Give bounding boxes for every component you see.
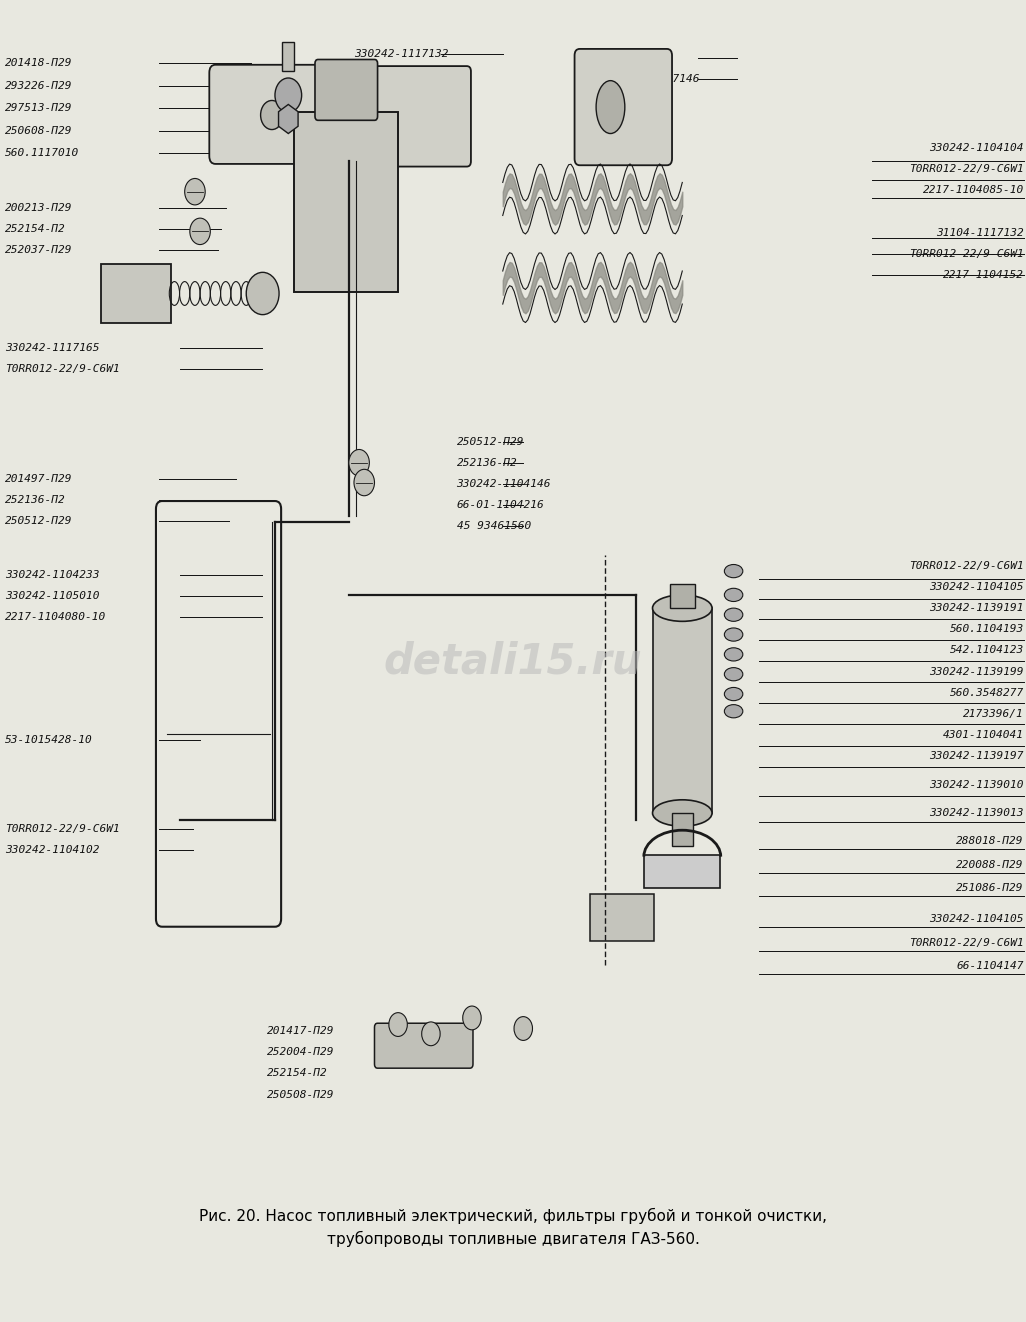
Ellipse shape (724, 705, 743, 718)
Text: 330242-1139010: 330242-1139010 (930, 780, 1024, 791)
Circle shape (514, 1017, 532, 1040)
Text: 66-1104147: 66-1104147 (956, 961, 1024, 972)
Text: трубопроводы топливные двигателя ГАЗ-560.: трубопроводы топливные двигателя ГАЗ-560… (326, 1231, 700, 1247)
Text: T0RR012-22/9-С6W1: T0RR012-22/9-С6W1 (909, 561, 1024, 571)
Text: T0RR012-22/9-С6W1: T0RR012-22/9-С6W1 (909, 937, 1024, 948)
Bar (670, 584, 695, 608)
Ellipse shape (724, 628, 743, 641)
Text: 560.1117010: 560.1117010 (5, 148, 79, 159)
FancyBboxPatch shape (360, 66, 471, 167)
Text: 330242-1104105: 330242-1104105 (930, 582, 1024, 592)
FancyBboxPatch shape (209, 65, 360, 164)
FancyBboxPatch shape (294, 112, 398, 292)
Text: 252004-П29: 252004-П29 (267, 1047, 334, 1058)
FancyBboxPatch shape (374, 1023, 473, 1068)
Text: 250508-П29: 250508-П29 (267, 1089, 334, 1100)
Ellipse shape (724, 687, 743, 701)
Text: 201417-П29: 201417-П29 (267, 1026, 334, 1036)
Text: 201497-П29: 201497-П29 (5, 473, 73, 484)
Text: 330242-1104105: 330242-1104105 (930, 914, 1024, 924)
Text: 45 93461560: 45 93461560 (457, 521, 530, 531)
Text: 250608-П29: 250608-П29 (5, 126, 73, 136)
Text: T0RR012-22/9-С6W1: T0RR012-22/9-С6W1 (5, 364, 120, 374)
Text: 288018-П29: 288018-П29 (956, 836, 1024, 846)
Text: 2217-1104085-10: 2217-1104085-10 (922, 185, 1024, 196)
Text: 330242-1104102: 330242-1104102 (5, 845, 100, 855)
Text: 252136-П2: 252136-П2 (457, 457, 517, 468)
Circle shape (354, 469, 374, 496)
Circle shape (422, 1022, 440, 1046)
Text: 542.1104123: 542.1104123 (950, 645, 1024, 656)
Text: 252154-П2: 252154-П2 (5, 223, 66, 234)
Ellipse shape (261, 100, 283, 130)
Text: 250512-П29: 250512-П29 (457, 436, 524, 447)
Text: 330242-1104233: 330242-1104233 (5, 570, 100, 580)
Ellipse shape (596, 81, 625, 134)
Text: Рис. 20. Насос топливный электрический, фильтры грубой и тонкой очистки,: Рис. 20. Насос топливный электрический, … (199, 1208, 827, 1224)
FancyBboxPatch shape (315, 59, 378, 120)
Circle shape (463, 1006, 481, 1030)
Circle shape (349, 449, 369, 476)
Bar (51, 66, 1005, 1137)
Circle shape (275, 78, 302, 112)
Text: 251086-П29: 251086-П29 (956, 883, 1024, 894)
Ellipse shape (724, 564, 743, 578)
Text: 293226-П29: 293226-П29 (5, 81, 73, 91)
Text: T0RR012-22/9-С6W1: T0RR012-22/9-С6W1 (909, 249, 1024, 259)
Text: detali15.ru: detali15.ru (384, 640, 642, 682)
FancyBboxPatch shape (101, 264, 171, 323)
Text: 252154-П2: 252154-П2 (267, 1068, 327, 1079)
Text: 330242-1139197: 330242-1139197 (930, 751, 1024, 761)
Circle shape (190, 218, 210, 245)
Bar (644, 855, 720, 888)
Ellipse shape (724, 648, 743, 661)
Text: 330242-1117146: 330242-1117146 (605, 74, 700, 85)
Text: 66-01-1104216: 66-01-1104216 (457, 500, 545, 510)
Circle shape (389, 1013, 407, 1036)
Text: 252037-П29: 252037-П29 (5, 245, 73, 255)
Text: 560.3548277: 560.3548277 (950, 687, 1024, 698)
Bar (653, 608, 712, 813)
Text: 330242-1139199: 330242-1139199 (930, 666, 1024, 677)
Text: T0RR012-22/9-С6W1: T0RR012-22/9-С6W1 (909, 164, 1024, 175)
Text: 2217-1104152: 2217-1104152 (943, 270, 1024, 280)
Text: T0RR012-22/9-С6W1: T0RR012-22/9-С6W1 (5, 824, 120, 834)
Ellipse shape (653, 800, 712, 826)
Text: 53-1015428-10: 53-1015428-10 (5, 735, 93, 746)
Circle shape (185, 178, 205, 205)
Text: 330242-1104104: 330242-1104104 (930, 143, 1024, 153)
Bar (282, 42, 294, 71)
Text: 330242-1139191: 330242-1139191 (930, 603, 1024, 613)
Text: 2173396/1: 2173396/1 (963, 709, 1024, 719)
Text: 560.1104193: 560.1104193 (950, 624, 1024, 635)
Text: 297513-П29: 297513-П29 (5, 103, 73, 114)
Text: 4301-1104041: 4301-1104041 (943, 730, 1024, 740)
Text: 250512-П29: 250512-П29 (5, 516, 73, 526)
Text: 200213-П29: 200213-П29 (5, 202, 73, 213)
Text: 250512-П29: 250512-П29 (605, 53, 673, 63)
FancyBboxPatch shape (575, 49, 672, 165)
Text: 2217-1104080-10: 2217-1104080-10 (5, 612, 107, 623)
Ellipse shape (724, 588, 743, 602)
Circle shape (246, 272, 279, 315)
Text: 330242-1117132: 330242-1117132 (354, 49, 448, 59)
Text: 330242-1139013: 330242-1139013 (930, 808, 1024, 818)
Ellipse shape (724, 608, 743, 621)
Text: 252136-П2: 252136-П2 (5, 494, 66, 505)
Bar (672, 813, 693, 846)
Text: 330242-1105010: 330242-1105010 (5, 591, 100, 602)
Text: 330242-1117165: 330242-1117165 (5, 342, 100, 353)
Text: 31104-1117132: 31104-1117132 (936, 227, 1024, 238)
Text: 330242-1104146: 330242-1104146 (457, 479, 551, 489)
FancyBboxPatch shape (590, 894, 654, 941)
Text: 201418-П29: 201418-П29 (5, 58, 73, 69)
Text: 220088-П29: 220088-П29 (956, 859, 1024, 870)
Ellipse shape (653, 595, 712, 621)
Ellipse shape (724, 668, 743, 681)
